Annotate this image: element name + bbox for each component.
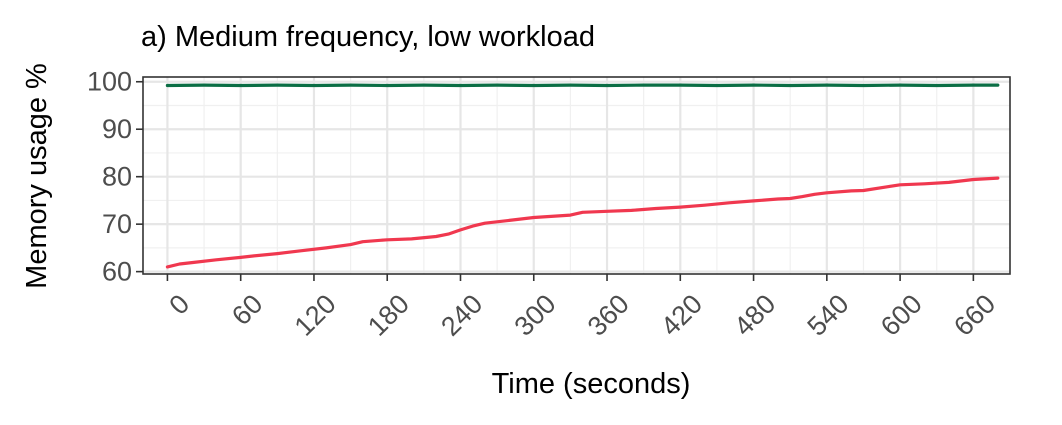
x-tick-label: 420 <box>655 289 708 342</box>
x-tick-label: 300 <box>509 289 562 342</box>
y-axis-title: Memory usage % <box>21 63 53 289</box>
y-tick-label: 100 <box>87 67 132 97</box>
x-tick-label: 180 <box>362 289 415 342</box>
x-tick-label: 60 <box>226 289 268 331</box>
x-tick-label: 120 <box>289 289 342 342</box>
x-tick-label: 360 <box>582 289 635 342</box>
y-axis: 60 70 80 90 100 <box>87 67 143 287</box>
x-tick-label: 540 <box>802 289 855 342</box>
x-tick-label: 480 <box>728 289 781 342</box>
plot-panel-border <box>142 76 1011 275</box>
series-layer <box>165 83 1000 269</box>
y-tick-label: 70 <box>102 209 132 239</box>
grid-major <box>143 77 1010 274</box>
series-line-2 <box>165 176 1000 269</box>
y-tick-label: 90 <box>102 114 132 144</box>
x-tick-label: 0 <box>163 289 195 321</box>
x-tick-label: 600 <box>875 289 928 342</box>
x-tick-label: 660 <box>948 289 1001 342</box>
grid-minor <box>143 77 1011 274</box>
y-tick-label: 60 <box>102 257 132 287</box>
chart-title: a) Medium frequency, low workload <box>141 21 595 53</box>
x-axis-title: Time (seconds) <box>492 368 691 400</box>
x-tick-label: 240 <box>435 289 488 342</box>
x-axis: 0 60 120 180 240 300 360 420 480 540 600 660 <box>163 274 1001 342</box>
y-tick-label: 80 <box>102 162 132 192</box>
